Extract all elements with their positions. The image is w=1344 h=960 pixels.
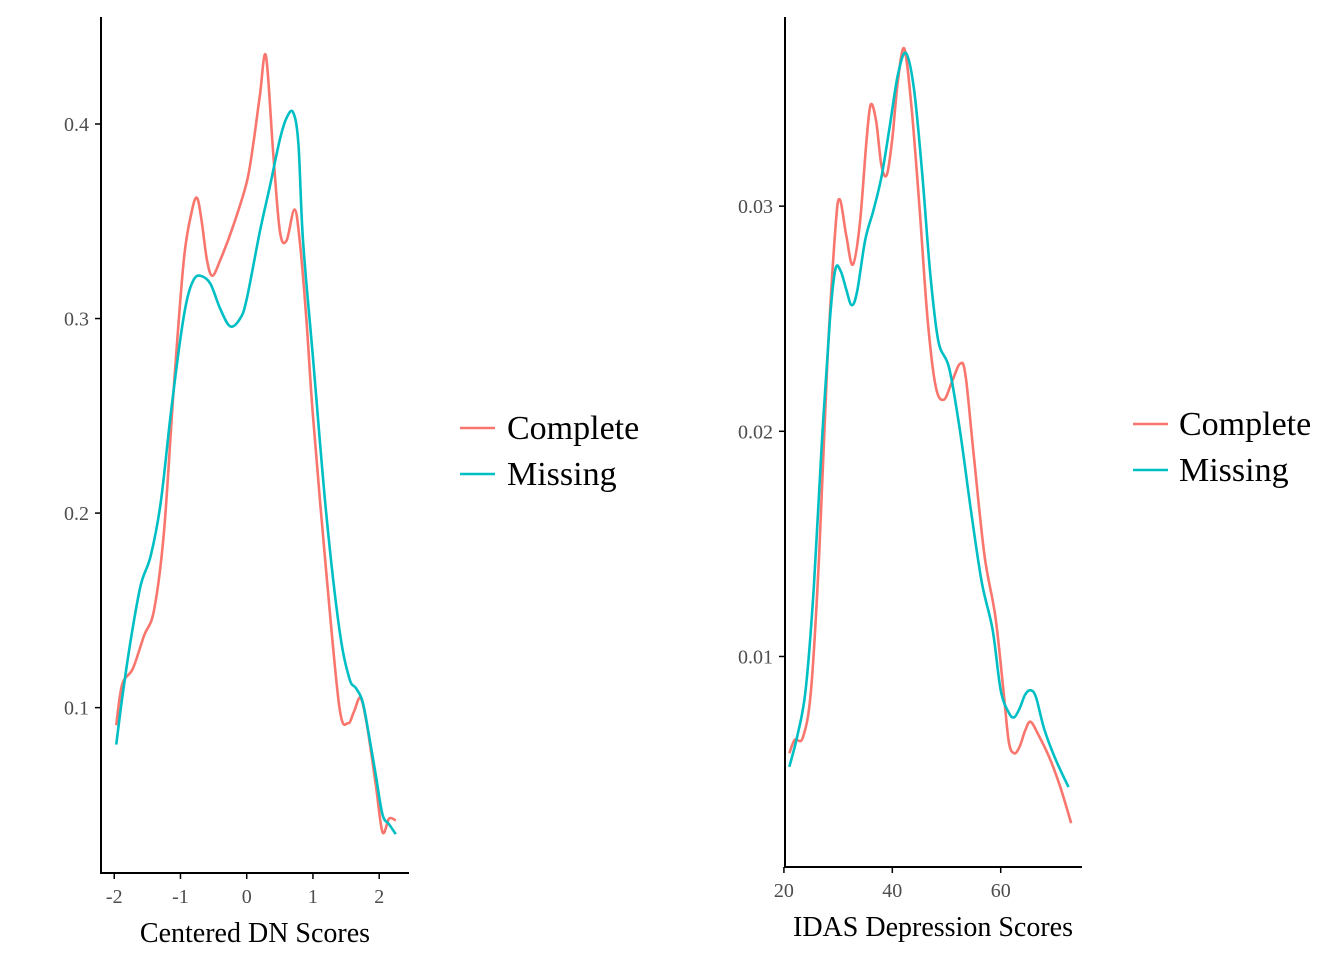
panel-idas-x-axis-title: IDAS Depression Scores xyxy=(793,912,1073,943)
panel-dn: -2 -1 0 1 2 0.10.20.30.4 Centered DN Scores … xyxy=(64,17,639,949)
y-tick-label: 0.3 xyxy=(64,309,89,331)
x-tick-label: 20 xyxy=(774,880,794,902)
x-tick-label: 2 xyxy=(374,886,384,908)
y-tick-label: 0.2 xyxy=(64,503,89,525)
panel-idas-lines xyxy=(788,46,1073,824)
panel-idas-legend-label-missing: Missing xyxy=(1179,452,1289,489)
x-tick-label: 1 xyxy=(308,886,318,908)
panel-dn-legend-label-complete: Complete xyxy=(507,410,639,447)
panel-dn-line-missing xyxy=(114,109,397,835)
panel-idas-y-ticks: 0.01 0.02 0.03 xyxy=(738,196,785,668)
x-tick-label: 60 xyxy=(991,880,1011,902)
panel-idas-legend-label-complete: Complete xyxy=(1179,406,1311,443)
x-tick-label: -2 xyxy=(106,886,123,908)
y-tick-label: 0.02 xyxy=(738,421,773,443)
panel-dn-line-complete xyxy=(114,52,397,835)
x-tick-label: 40 xyxy=(882,880,902,902)
panel-dn-x-axis-title: Centered DN Scores xyxy=(140,918,370,949)
panel-dn-legend-label-missing: Missing xyxy=(507,456,617,493)
y-tick-label: 0.03 xyxy=(738,196,773,218)
x-tick-label: -1 xyxy=(172,886,189,908)
panel-dn-x-ticks: -2 -1 0 1 2 xyxy=(106,873,384,908)
x-tick-label: 0 xyxy=(242,886,252,908)
y-tick-label: 0.01 xyxy=(738,646,773,668)
panel-idas-x-ticks: 20 40 60 xyxy=(774,867,1011,902)
panel-idas-legend: Complete Missing xyxy=(1133,406,1311,489)
panel-dn-legend: Complete Missing xyxy=(460,410,639,493)
panel-idas-line-complete xyxy=(788,46,1073,824)
panel-idas-line-missing xyxy=(788,51,1070,788)
y-tick-label: 0.4 xyxy=(64,114,89,136)
panel-idas: 20 40 60 0.01 0.02 0.03 IDAS Depression Scor… xyxy=(738,17,1311,943)
panel-dn-lines xyxy=(114,52,397,835)
panel-dn-y-ticks: 0.1 0.2 0.3 0.4 xyxy=(64,114,101,720)
y-tick-label: 0.1 xyxy=(64,698,89,720)
